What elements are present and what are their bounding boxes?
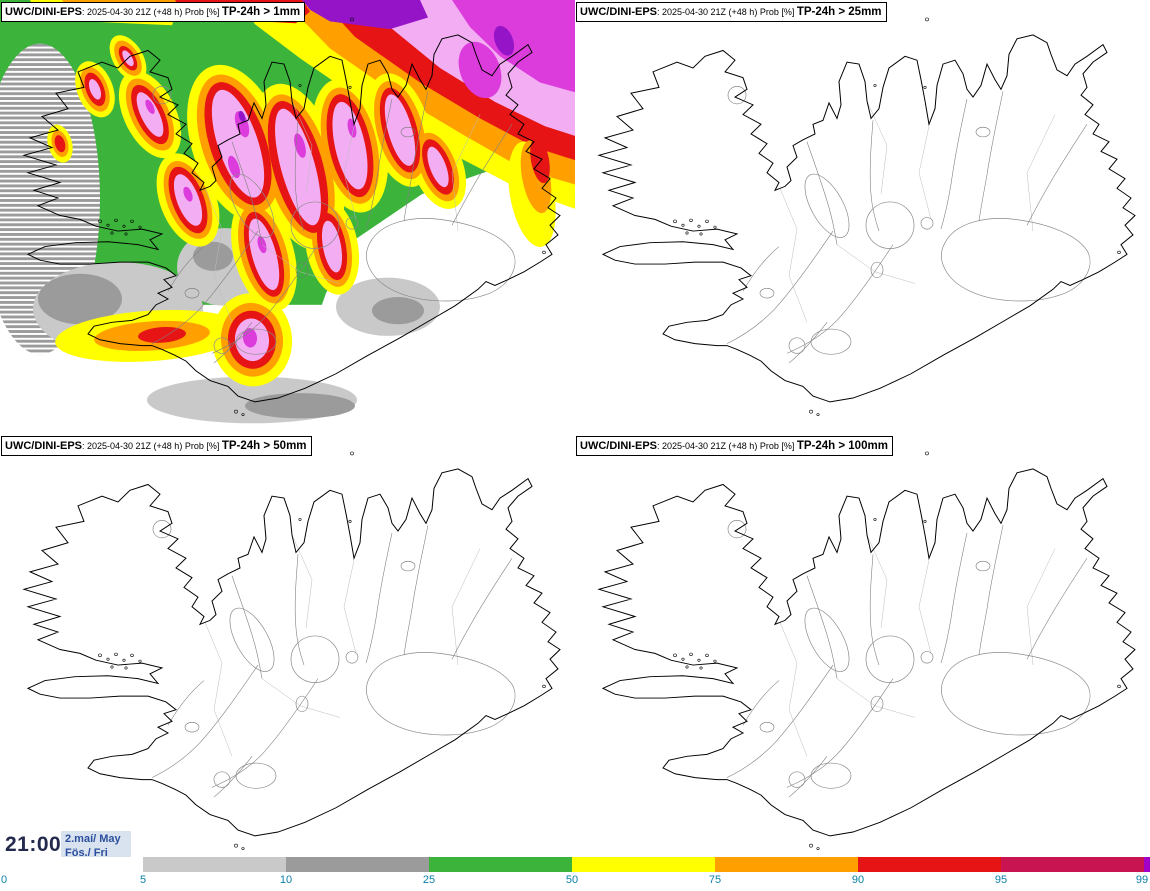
weekday-line: Fös./ Fri xyxy=(65,847,108,859)
parameter-label: TP-24h > 1mm xyxy=(221,6,301,18)
panel-title: UWC/DINI-EPS: 2025-04-30 21Z (+48 h) Pro… xyxy=(576,436,893,456)
run-info: : 2025-04-30 21Z (+48 h) Prob [%] xyxy=(82,7,222,17)
run-info: : 2025-04-30 21Z (+48 h) Prob [%] xyxy=(82,441,222,451)
map-tp-1mm xyxy=(0,0,575,432)
probability-field xyxy=(0,0,575,432)
model-name: UWC/DINI-EPS xyxy=(5,440,82,452)
tick-50: 50 xyxy=(565,874,579,886)
panel-tp-1mm: UWC/DINI-EPS: 2025-04-30 21Z (+48 h) Pro… xyxy=(0,0,575,432)
run-info: : 2025-04-30 21Z (+48 h) Prob [%] xyxy=(657,7,797,17)
valid-time-label: 21:00 xyxy=(5,833,62,856)
tick-25: 25 xyxy=(422,874,436,886)
tick-90: 90 xyxy=(851,874,865,886)
colorbar-segment-25-50 xyxy=(429,857,572,872)
parameter-label: TP-24h > 100mm xyxy=(796,440,888,452)
tick-0: 0 xyxy=(1,874,8,886)
tick-99: 99 xyxy=(1135,874,1149,886)
panel-title: UWC/DINI-EPS: 2025-04-30 21Z (+48 h) Pro… xyxy=(1,2,306,22)
panel-title: UWC/DINI-EPS: 2025-04-30 21Z (+48 h) Pro… xyxy=(576,2,887,22)
colorbar-segment-95-99 xyxy=(1001,857,1144,872)
colorbar-segment-50-75 xyxy=(572,857,715,872)
tick-10: 10 xyxy=(279,874,293,886)
date-line: 2.maí/ May xyxy=(65,833,121,845)
panel-tp-100mm: UWC/DINI-EPS: 2025-04-30 21Z (+48 h) Pro… xyxy=(575,434,1150,866)
map-tp-25mm xyxy=(598,17,1136,417)
tick-75: 75 xyxy=(708,874,722,886)
model-name: UWC/DINI-EPS xyxy=(580,440,657,452)
colorbar-segment-75-90 xyxy=(715,857,858,872)
colorbar-segment-0-5 xyxy=(0,857,143,872)
tick-95: 95 xyxy=(994,874,1008,886)
valid-date-box: 2.maí/ May Fös./ Fri xyxy=(61,831,131,862)
model-name: UWC/DINI-EPS xyxy=(580,6,657,18)
colorbar-tick-labels: 0 5 10 25 50 75 90 95 99 xyxy=(0,874,1150,888)
colorbar-segment-gt99 xyxy=(1144,857,1150,872)
parameter-label: TP-24h > 50mm xyxy=(221,440,307,452)
map-tp-100mm xyxy=(598,451,1136,851)
panel-tp-25mm: UWC/DINI-EPS: 2025-04-30 21Z (+48 h) Pro… xyxy=(575,0,1150,432)
tick-5: 5 xyxy=(139,874,147,886)
panel-title: UWC/DINI-EPS: 2025-04-30 21Z (+48 h) Pro… xyxy=(1,436,312,456)
run-info: : 2025-04-30 21Z (+48 h) Prob [%] xyxy=(657,441,797,451)
model-name: UWC/DINI-EPS xyxy=(5,6,82,18)
colorbar-segment-90-95 xyxy=(858,857,1001,872)
panel-tp-50mm: UWC/DINI-EPS: 2025-04-30 21Z (+48 h) Pro… xyxy=(0,434,575,866)
map-tp-50mm xyxy=(23,451,561,851)
parameter-label: TP-24h > 25mm xyxy=(796,6,882,18)
probability-colorbar xyxy=(0,857,1150,872)
colorbar-segment-10-25 xyxy=(286,857,429,872)
colorbar-segment-5-10 xyxy=(143,857,286,872)
